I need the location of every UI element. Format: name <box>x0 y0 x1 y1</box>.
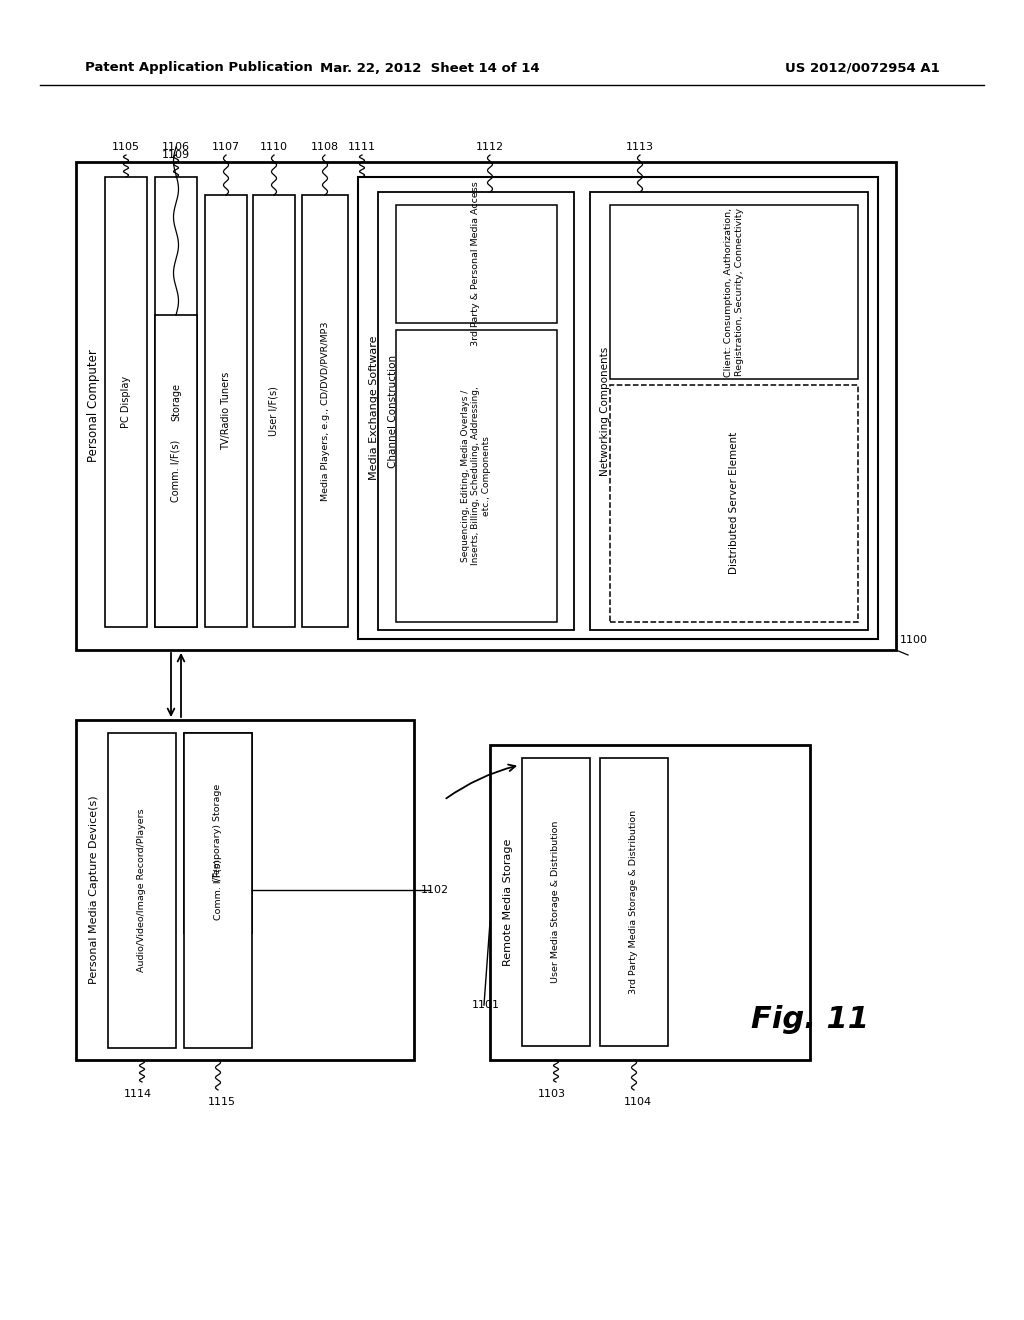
Text: TV/Radio Tuners: TV/Radio Tuners <box>221 372 231 450</box>
Text: 1113: 1113 <box>626 143 654 152</box>
Text: Personal Computer: Personal Computer <box>87 350 100 462</box>
Text: Comm. I/F(s): Comm. I/F(s) <box>213 859 222 920</box>
Text: Remote Media Storage: Remote Media Storage <box>503 838 513 966</box>
Text: Distributed Server Element: Distributed Server Element <box>729 432 739 574</box>
Text: Storage: Storage <box>171 383 181 421</box>
Text: Networking Components: Networking Components <box>600 346 610 475</box>
Bar <box>302 195 348 627</box>
Text: Media Players, e.g., CD/DVD/PVR/MP3: Media Players, e.g., CD/DVD/PVR/MP3 <box>321 321 330 500</box>
Text: 1115: 1115 <box>208 1097 236 1107</box>
Text: 1104: 1104 <box>624 1097 652 1107</box>
Text: US 2012/0072954 A1: US 2012/0072954 A1 <box>785 62 940 74</box>
Text: Patent Application Publication: Patent Application Publication <box>85 62 312 74</box>
Text: 1109: 1109 <box>162 150 190 160</box>
Text: Personal Media Capture Device(s): Personal Media Capture Device(s) <box>89 796 99 985</box>
Bar <box>396 330 557 622</box>
Text: Fig. 11: Fig. 11 <box>751 1006 869 1035</box>
Text: 1100: 1100 <box>900 635 928 645</box>
Text: (Temporary) Storage: (Temporary) Storage <box>213 784 222 882</box>
Bar <box>184 733 252 933</box>
Text: 3rd Party Media Storage & Distribution: 3rd Party Media Storage & Distribution <box>630 810 639 994</box>
Text: Channel Construction: Channel Construction <box>388 355 398 467</box>
Text: 1114: 1114 <box>124 1089 152 1100</box>
Bar <box>590 191 868 630</box>
Bar <box>184 733 252 1048</box>
Bar <box>155 315 197 627</box>
Text: 1103: 1103 <box>538 1089 566 1100</box>
Text: 1111: 1111 <box>348 143 376 152</box>
Bar <box>253 195 295 627</box>
Text: Comm. I/F(s): Comm. I/F(s) <box>171 440 181 502</box>
Text: Client: Consumption, Authorization,
Registration, Security, Connectivity: Client: Consumption, Authorization, Regi… <box>724 207 743 376</box>
Text: 1106: 1106 <box>162 143 190 152</box>
Bar <box>490 744 810 1060</box>
Bar <box>358 177 878 639</box>
Bar <box>76 162 896 649</box>
Bar <box>610 205 858 379</box>
Text: 1102: 1102 <box>421 884 450 895</box>
Text: PC Display: PC Display <box>121 376 131 428</box>
Bar <box>205 195 247 627</box>
Bar <box>600 758 668 1045</box>
Text: Sequencing, Editing, Media Overlays /
Inserts, Billing, Scheduling, Addressing,
: Sequencing, Editing, Media Overlays / In… <box>461 387 490 565</box>
Text: 1107: 1107 <box>212 143 240 152</box>
Text: 1110: 1110 <box>260 143 288 152</box>
Bar <box>155 177 197 627</box>
Text: Audio/Video/Image Record/Players: Audio/Video/Image Record/Players <box>137 808 146 972</box>
Text: 1108: 1108 <box>311 143 339 152</box>
Bar <box>76 719 414 1060</box>
Text: 1105: 1105 <box>112 143 140 152</box>
Text: Media Exchange Software: Media Exchange Software <box>369 335 379 480</box>
Text: User I/F(s): User I/F(s) <box>269 385 279 436</box>
Text: Mar. 22, 2012  Sheet 14 of 14: Mar. 22, 2012 Sheet 14 of 14 <box>321 62 540 74</box>
Bar <box>378 191 574 630</box>
Bar <box>105 177 147 627</box>
Bar <box>108 733 176 1048</box>
Text: 1112: 1112 <box>476 143 504 152</box>
Text: User Media Storage & Distribution: User Media Storage & Distribution <box>552 821 560 983</box>
Bar <box>396 205 557 323</box>
Text: 1101: 1101 <box>472 1001 500 1010</box>
Bar <box>610 385 858 622</box>
Text: 3rd Party & Personal Media Access: 3rd Party & Personal Media Access <box>471 182 480 346</box>
Bar <box>522 758 590 1045</box>
